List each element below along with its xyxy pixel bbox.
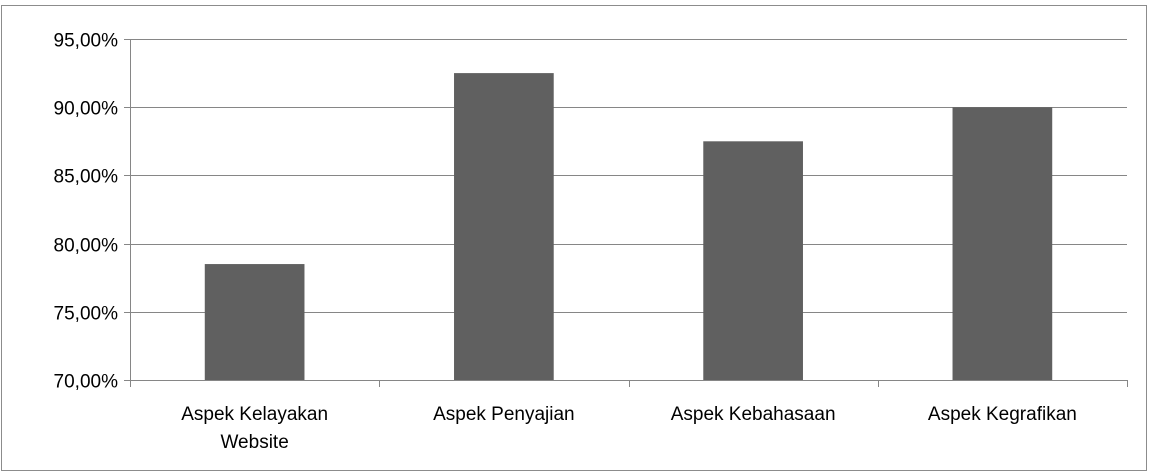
x-tick-label: Aspek Kebahasaan <box>671 404 836 425</box>
y-tick-label: 95,00% <box>54 31 119 52</box>
axes <box>124 39 1128 387</box>
y-tick-label: 90,00% <box>54 99 119 120</box>
x-tick-label: Aspek Penyajian <box>433 404 575 425</box>
y-tick-labels: 70,00% 75,00% 80,00% 85,00% 90,00% 95,00% <box>54 31 119 393</box>
bar <box>952 107 1053 380</box>
bar <box>204 264 305 380</box>
y-tick-label: 85,00% <box>54 167 119 188</box>
x-tick-labels: Aspek Kelayakan Website Aspek Penyajian Asp… <box>181 404 1077 453</box>
bar <box>454 73 554 380</box>
x-tick-label: Aspek Kelayakan <box>181 404 328 425</box>
x-tick-label: Aspek Kegrafikan <box>928 404 1077 425</box>
y-tick-label: 70,00% <box>54 372 119 393</box>
y-tick-label: 80,00% <box>54 236 119 257</box>
y-tick-label: 75,00% <box>54 304 119 325</box>
x-tick-label: Website <box>220 432 288 453</box>
bars <box>204 73 1053 380</box>
bar <box>703 141 803 380</box>
